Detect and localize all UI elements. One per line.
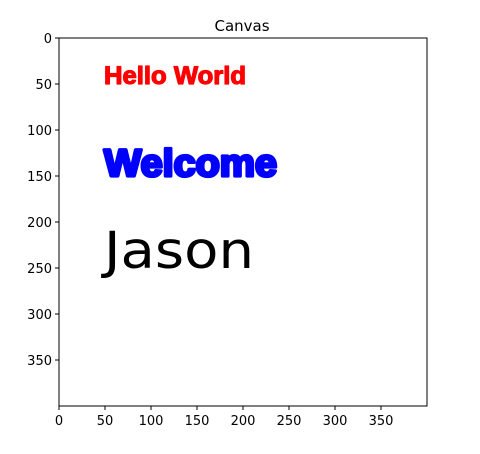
plot-area xyxy=(58,37,428,407)
plot-title: Canvas xyxy=(214,17,269,35)
y-tick-label: 50 xyxy=(35,78,52,93)
x-tick-label: 50 xyxy=(97,414,114,429)
y-tick-label: 200 xyxy=(27,216,52,231)
canvas-text-2: Welcome xyxy=(104,143,277,185)
x-tick-label: 150 xyxy=(185,414,210,429)
x-tick-label: 0 xyxy=(55,414,63,429)
y-axis: 0 50 100 150 200 250 300 350 xyxy=(27,32,59,369)
y-tick-label: 250 xyxy=(27,262,52,277)
x-tick-label: 250 xyxy=(277,414,302,429)
x-tick-label: 350 xyxy=(369,414,394,429)
y-tick-label: 150 xyxy=(27,170,52,185)
x-tick-label: 200 xyxy=(231,414,256,429)
y-tick-label: 100 xyxy=(27,124,52,139)
canvas-text-1: Hello World xyxy=(104,62,246,90)
x-axis: 0 50 100 150 200 250 300 350 xyxy=(55,406,394,429)
canvas-image: Hello World Welcome Jason xyxy=(101,61,279,280)
y-tick-label: 300 xyxy=(27,308,52,323)
canvas-text-3: Jason xyxy=(101,221,254,280)
y-tick-label: 350 xyxy=(27,354,52,369)
x-tick-label: 100 xyxy=(139,414,164,429)
x-tick-label: 300 xyxy=(323,414,348,429)
y-tick-label: 0 xyxy=(44,32,52,47)
